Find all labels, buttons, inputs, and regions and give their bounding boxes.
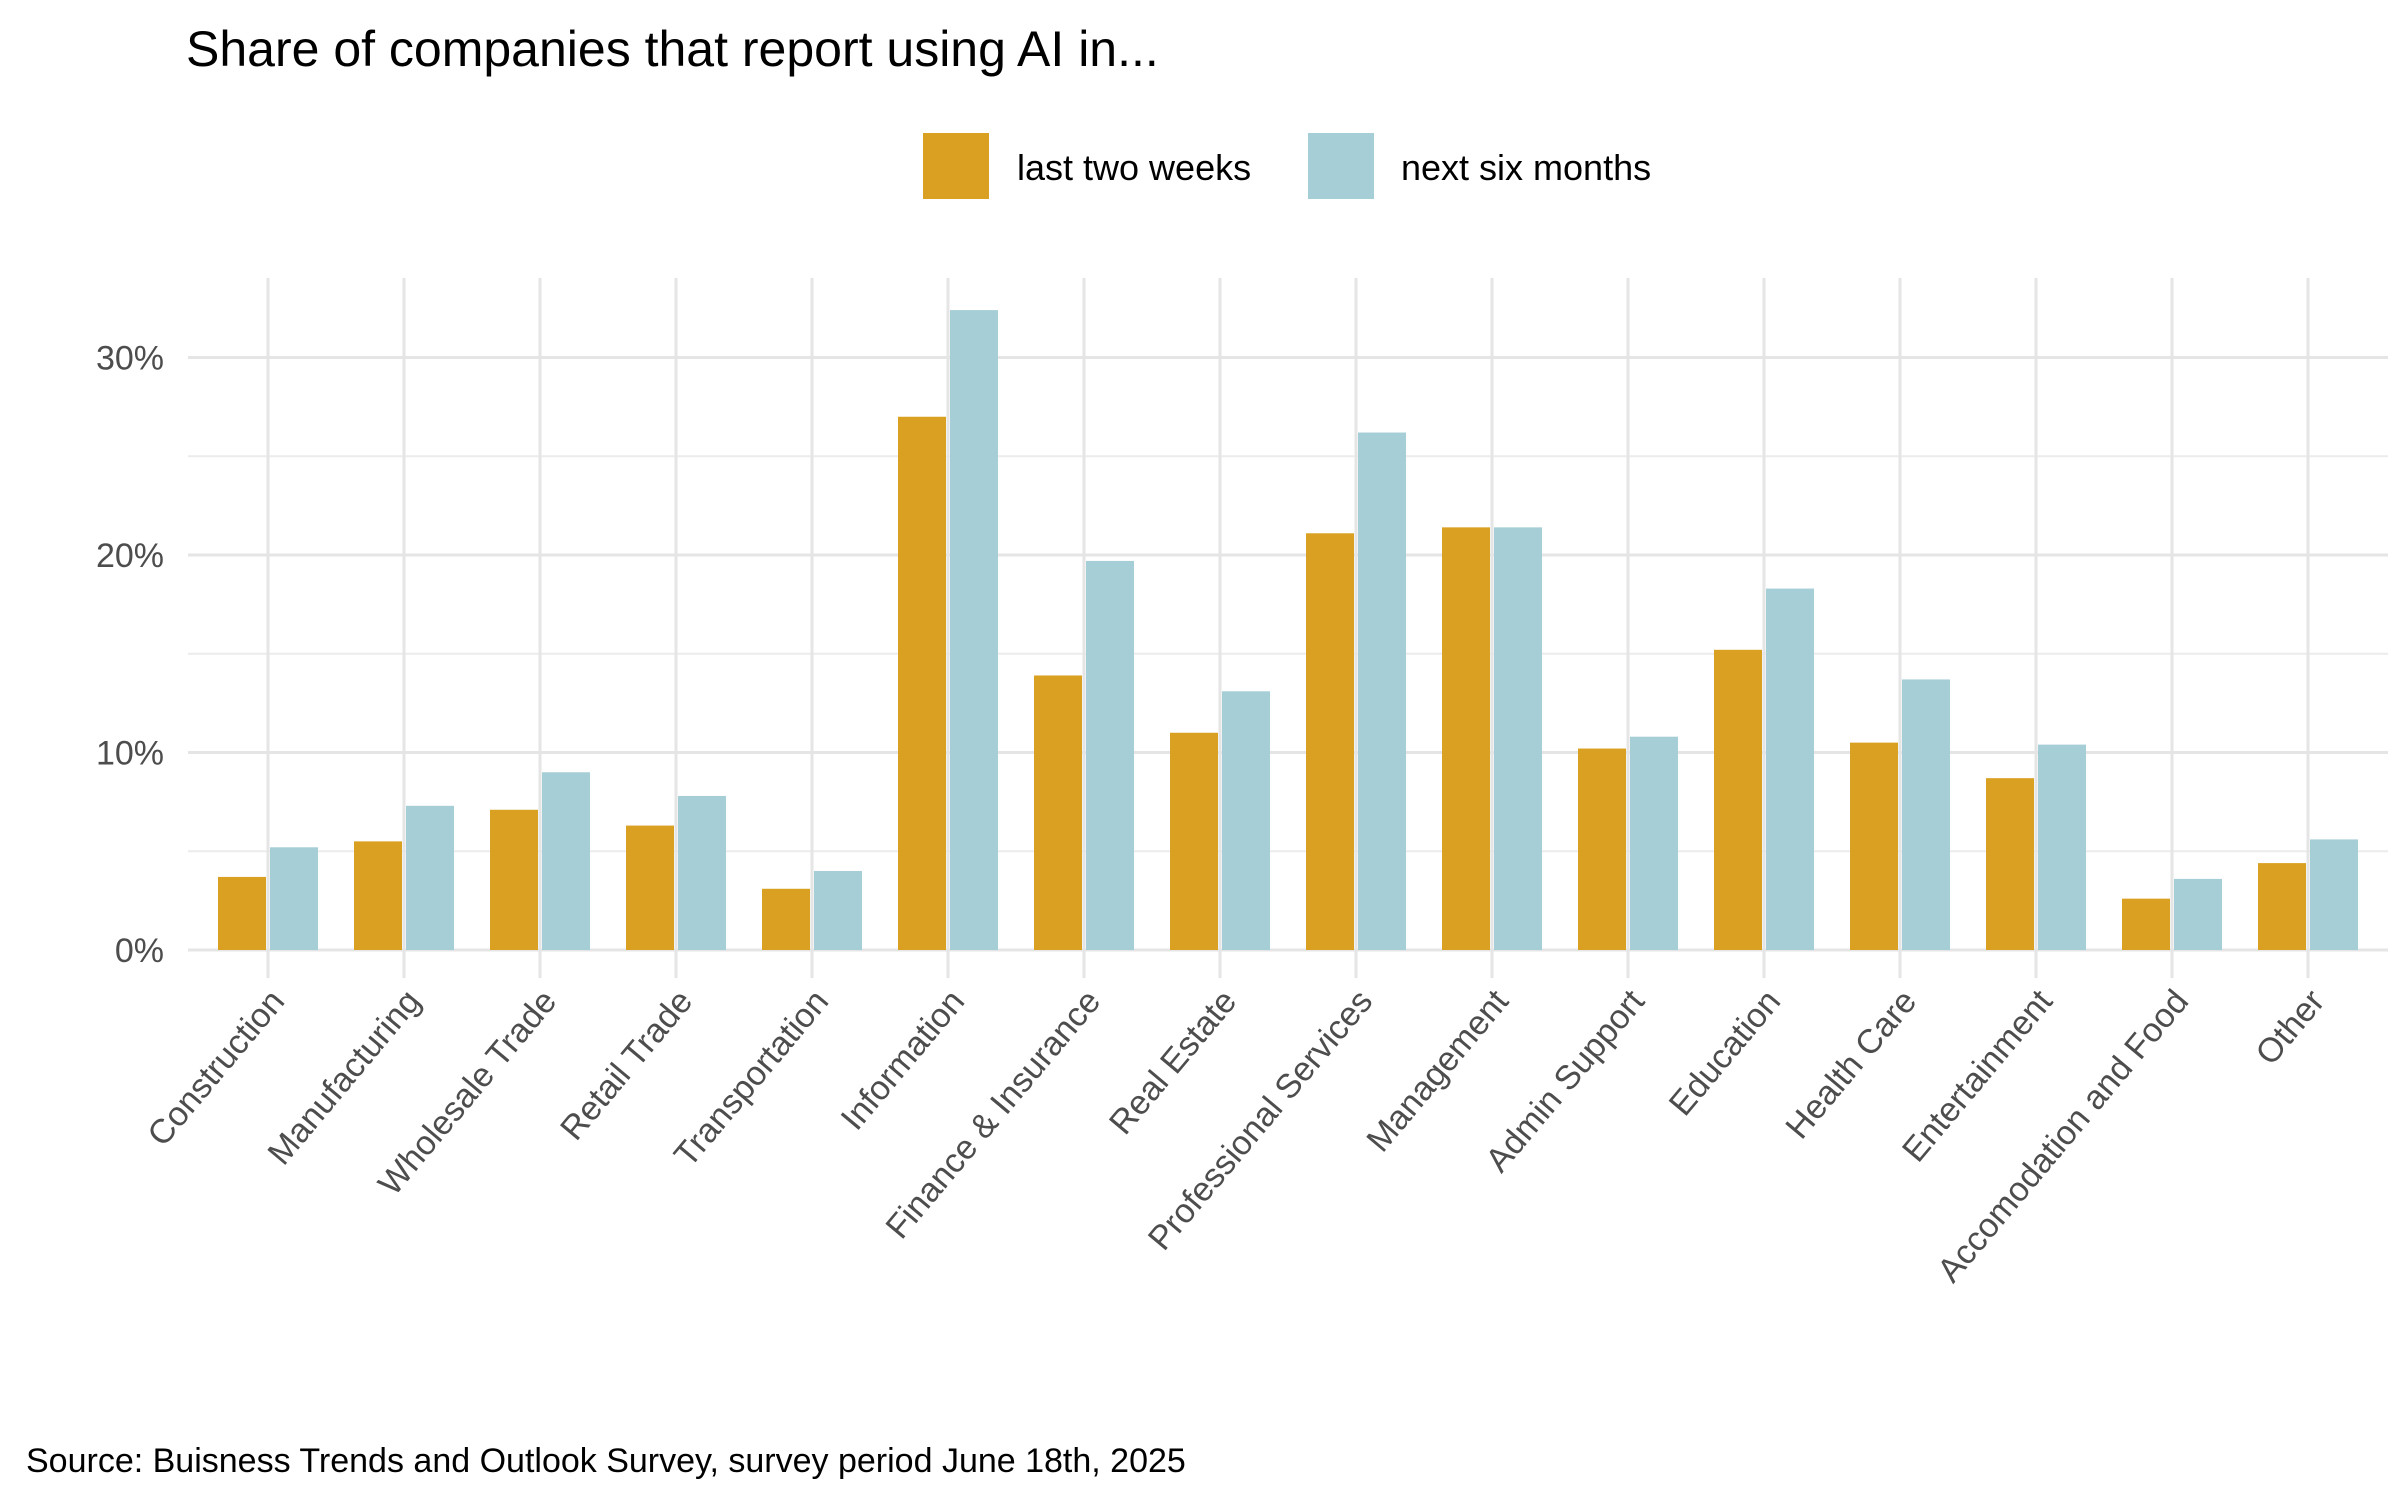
bar-last-two-weeks <box>1986 778 2034 950</box>
bar-next-six-months <box>1902 679 1950 950</box>
bars <box>218 310 2358 951</box>
bar-next-six-months <box>950 310 998 951</box>
bar-last-two-weeks <box>1714 649 1762 950</box>
x-tick-label: Education <box>1662 983 1788 1123</box>
bar-next-six-months <box>814 871 862 950</box>
bar-last-two-weeks <box>1578 748 1626 950</box>
y-tick-label: 0% <box>115 932 164 970</box>
bar-last-two-weeks <box>762 888 810 950</box>
y-tick-label: 20% <box>96 537 164 575</box>
x-tick-label: Health Care <box>1778 983 1924 1146</box>
bar-last-two-weeks <box>1850 742 1898 950</box>
bar-next-six-months <box>2310 839 2358 950</box>
bar-last-two-weeks <box>2258 863 2306 950</box>
bar-last-two-weeks <box>354 841 402 950</box>
x-tick-label: Professional Services <box>1141 983 1380 1258</box>
x-tick-label: Accomodation and Food <box>1930 983 2196 1290</box>
bar-next-six-months <box>678 795 726 950</box>
y-tick-label: 30% <box>96 340 164 378</box>
bar-next-six-months <box>406 805 454 950</box>
x-tick-label: Management <box>1359 982 1516 1159</box>
bar-next-six-months <box>1358 432 1406 950</box>
chart-caption: Source: Buisness Trends and Outlook Surv… <box>26 1442 1186 1480</box>
legend: last two weeks next six months <box>923 133 1651 199</box>
legend-swatch-next-six-months <box>1308 133 1374 199</box>
bar-last-two-weeks <box>1306 533 1354 950</box>
legend-label-next-six-months: next six months <box>1401 147 1651 188</box>
bar-next-six-months <box>1766 588 1814 950</box>
bar-next-six-months <box>542 772 590 950</box>
bar-last-two-weeks <box>898 416 946 950</box>
bar-next-six-months <box>1086 560 1134 950</box>
bar-next-six-months <box>270 847 318 950</box>
chart-title: Share of companies that report using AI … <box>186 21 1159 77</box>
bar-last-two-weeks <box>2122 898 2170 950</box>
bar-next-six-months <box>1222 691 1270 950</box>
bar-last-two-weeks <box>1034 675 1082 950</box>
bar-last-two-weeks <box>218 876 266 950</box>
y-tick-label: 10% <box>96 735 164 773</box>
legend-label-last-two-weeks: last two weeks <box>1017 147 1251 188</box>
x-tick-label: Retail Trade <box>553 983 700 1148</box>
bar-next-six-months <box>2038 744 2086 950</box>
bar-last-two-weeks <box>490 809 538 950</box>
bar-last-two-weeks <box>1442 527 1490 950</box>
bar-last-two-weeks <box>1170 732 1218 950</box>
bar-next-six-months <box>1630 736 1678 950</box>
bar-next-six-months <box>2174 878 2222 950</box>
x-tick-label: Construction <box>140 983 292 1154</box>
legend-swatch-last-two-weeks <box>923 133 989 199</box>
bar-last-two-weeks <box>626 825 674 950</box>
x-tick-label: Other <box>2248 983 2332 1073</box>
gridlines <box>188 278 2388 978</box>
bar-next-six-months <box>1494 527 1542 950</box>
x-tick-label: Real Estate <box>1102 983 1244 1142</box>
x-tick-label: Information <box>834 983 972 1138</box>
y-axis-ticks: 0% 10% 20% 30% <box>96 340 164 971</box>
